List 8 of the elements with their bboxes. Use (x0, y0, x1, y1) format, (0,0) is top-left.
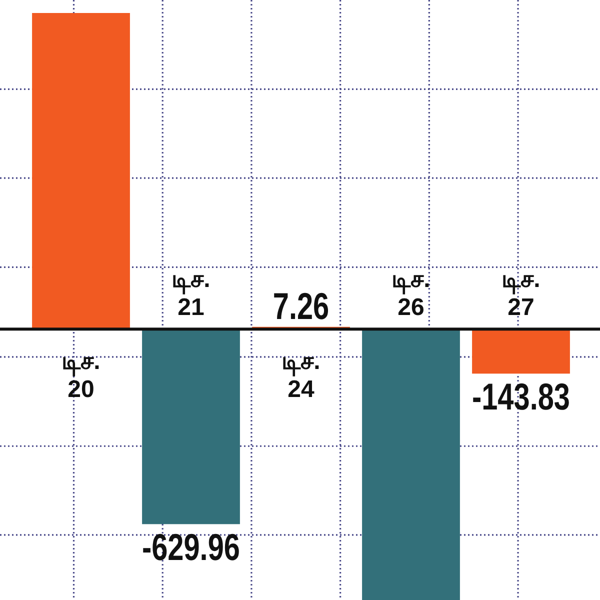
x-tick-label: டிச. 26 (392, 266, 430, 322)
x-tick-label: டிச. 24 (282, 348, 320, 404)
data-label: -143.83 (472, 377, 570, 419)
x-tick-label: டிச. 20 (62, 348, 100, 404)
data-label: -629.96 (142, 528, 240, 570)
x-tick-label: டிச. 21 (172, 266, 210, 322)
data-label: 7.26 (272, 286, 330, 328)
x-tick-label: டிச. 27 (502, 266, 540, 322)
